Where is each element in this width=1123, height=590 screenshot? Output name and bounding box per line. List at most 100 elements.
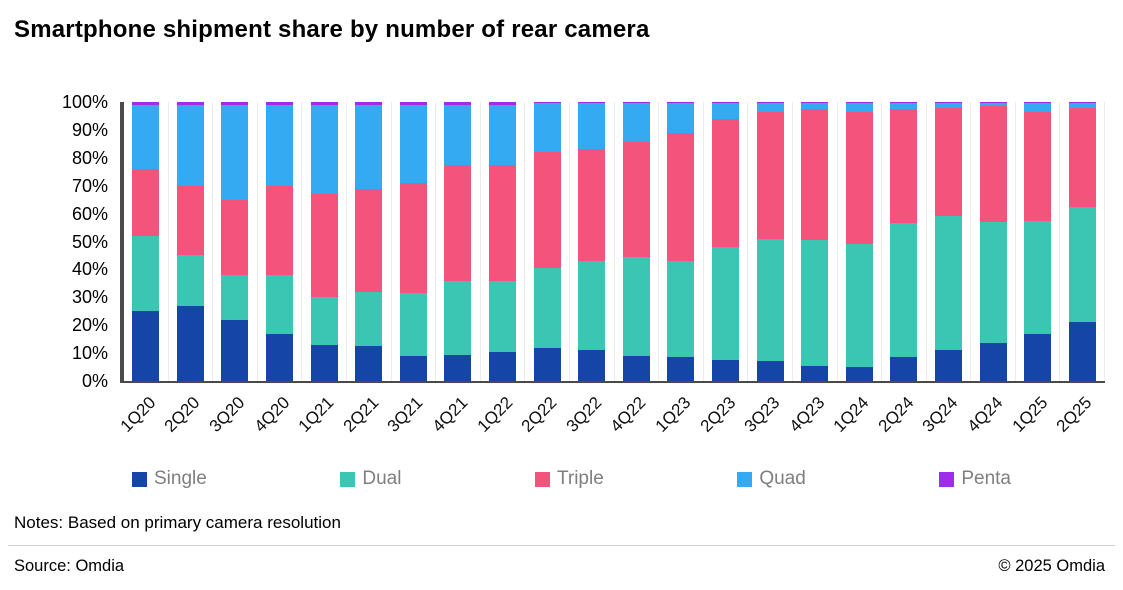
- bar-slot-1Q24: 1Q24: [830, 102, 883, 436]
- bar-segment-penta: [845, 102, 873, 104]
- bar-segment-dual: [934, 216, 962, 351]
- bar-segment-penta: [667, 102, 695, 104]
- bar-segment-quad: [1024, 103, 1052, 112]
- bar-slot-1Q21: 1Q21: [295, 102, 347, 436]
- source-text: Source: Omdia: [14, 557, 125, 575]
- y-axis: 0% 10% 20% 30% 40% 50% 60% 70% 80% 90% 100%: [0, 92, 108, 391]
- bar-segment-quad: [712, 103, 740, 119]
- stacked-bar-1Q21: [310, 102, 338, 381]
- legend-label: Triple: [556, 468, 604, 489]
- bar-segment-single: [667, 357, 695, 381]
- bar-segment-single: [444, 354, 472, 381]
- bar-segment-quad: [801, 103, 829, 109]
- bar-segment-triple: [444, 164, 472, 281]
- bar-segment-penta: [801, 102, 829, 104]
- footer-divider: [8, 545, 1115, 546]
- bar-segment-dual: [444, 280, 472, 355]
- bar-slot-2Q20: 2Q20: [161, 102, 214, 436]
- stacked-bar-4Q22: [622, 102, 650, 381]
- bar-segment-triple: [801, 108, 829, 241]
- legend-item-triple: Triple: [534, 468, 604, 490]
- legend-label: Quad: [759, 468, 806, 489]
- bar-segment-penta: [489, 102, 517, 105]
- bar-slot-4Q23: 4Q23: [785, 102, 838, 436]
- bar-segment-penta: [399, 102, 427, 105]
- bar-segment-dual: [890, 223, 918, 358]
- stacked-bar-2Q20: [176, 102, 204, 381]
- bar-segment-dual: [712, 247, 740, 361]
- stacked-bar-1Q24: [845, 102, 873, 381]
- bar-slot-1Q22: 1Q22: [473, 102, 526, 436]
- bar-segment-triple: [979, 106, 1007, 222]
- bar-segment-dual: [399, 293, 427, 356]
- bar-segment-dual: [310, 297, 338, 345]
- bar-segment-triple: [1024, 111, 1052, 221]
- bar-segment-dual: [489, 280, 517, 352]
- legend-item-quad: Quad: [737, 468, 806, 490]
- bar-segment-dual: [667, 261, 695, 358]
- bar-segment-penta: [310, 102, 338, 105]
- legend-swatch-icon: [534, 471, 550, 487]
- bar-segment-single: [355, 346, 383, 381]
- bar-segment-quad: [845, 103, 873, 112]
- bar-segment-penta: [890, 102, 918, 104]
- bar-segment-quad: [622, 103, 650, 143]
- stacked-bar-3Q20: [221, 102, 249, 381]
- bar-segment-single: [221, 319, 249, 381]
- bar-segment-penta: [132, 102, 160, 105]
- bar-segment-single: [533, 347, 561, 381]
- bar-slot-4Q21: 4Q21: [429, 102, 481, 436]
- bar-segment-triple: [221, 199, 249, 275]
- bar-segment-single: [712, 360, 740, 381]
- bar-segment-single: [310, 344, 338, 381]
- bar-segment-dual: [845, 244, 873, 368]
- bar-segment-quad: [756, 103, 784, 112]
- bar-segment-quad: [934, 103, 962, 108]
- bar-segment-single: [399, 355, 427, 381]
- bar-segment-triple: [355, 188, 383, 292]
- bar-segment-dual: [622, 256, 650, 356]
- bar-segment-single: [1024, 333, 1052, 381]
- bar-segment-dual: [221, 275, 249, 320]
- legend: Single Dual Triple Quad Penta: [132, 468, 1011, 490]
- y-axis-tick: 50%: [71, 231, 108, 252]
- bar-segment-quad: [355, 104, 383, 189]
- stacked-bar-2Q21: [355, 102, 383, 381]
- bar-slot-4Q20: 4Q20: [250, 102, 303, 436]
- bar-segment-penta: [221, 102, 249, 105]
- bar-segment-penta: [934, 102, 962, 104]
- bar-segment-penta: [444, 102, 472, 105]
- bar-segment-quad: [890, 103, 918, 110]
- stacked-bar-2Q24: [890, 102, 918, 381]
- bar-segment-single: [266, 333, 294, 381]
- bar-segment-single: [489, 351, 517, 381]
- bar-segment-dual: [979, 221, 1007, 344]
- bar-segment-quad: [176, 104, 204, 186]
- bar-segment-triple: [578, 149, 606, 262]
- bar-segment-quad: [132, 104, 160, 169]
- stacked-bar-1Q25: [1024, 102, 1052, 381]
- bar-segment-triple: [712, 118, 740, 248]
- plot-area: 1Q20 2Q20 3Q20 4Q20 1Q21 2Q21 3Q21 4Q21 1Q22 2Q22…: [116, 102, 1106, 436]
- bar-segment-dual: [1024, 220, 1052, 334]
- bar-slot-2Q22: 2Q22: [518, 102, 570, 436]
- stacked-bar-1Q20: [132, 102, 160, 381]
- bar-segment-penta: [1024, 102, 1052, 104]
- stacked-bar-1Q23: [667, 102, 695, 381]
- stacked-bar-2Q25: [1068, 102, 1096, 381]
- bar-segment-penta: [533, 102, 561, 104]
- bar-slot-3Q23: 3Q23: [741, 102, 793, 436]
- stacked-bar-4Q23: [801, 102, 829, 381]
- bar-segment-triple: [756, 111, 784, 239]
- legend-item-dual: Dual: [340, 468, 401, 490]
- bar-segment-single: [176, 305, 204, 381]
- y-axis-tick: 80%: [71, 147, 108, 168]
- notes-text: Notes: Based on primary camera resolutio…: [14, 513, 341, 532]
- bar-segment-quad: [221, 104, 249, 200]
- bar-segment-quad: [444, 104, 472, 165]
- bar-segment-quad: [578, 103, 606, 150]
- bar-slot-1Q20: 1Q20: [116, 102, 169, 436]
- bar-segment-triple: [266, 185, 294, 275]
- stacked-bar-2Q22: [533, 102, 561, 381]
- y-axis-tick: 10%: [71, 343, 108, 364]
